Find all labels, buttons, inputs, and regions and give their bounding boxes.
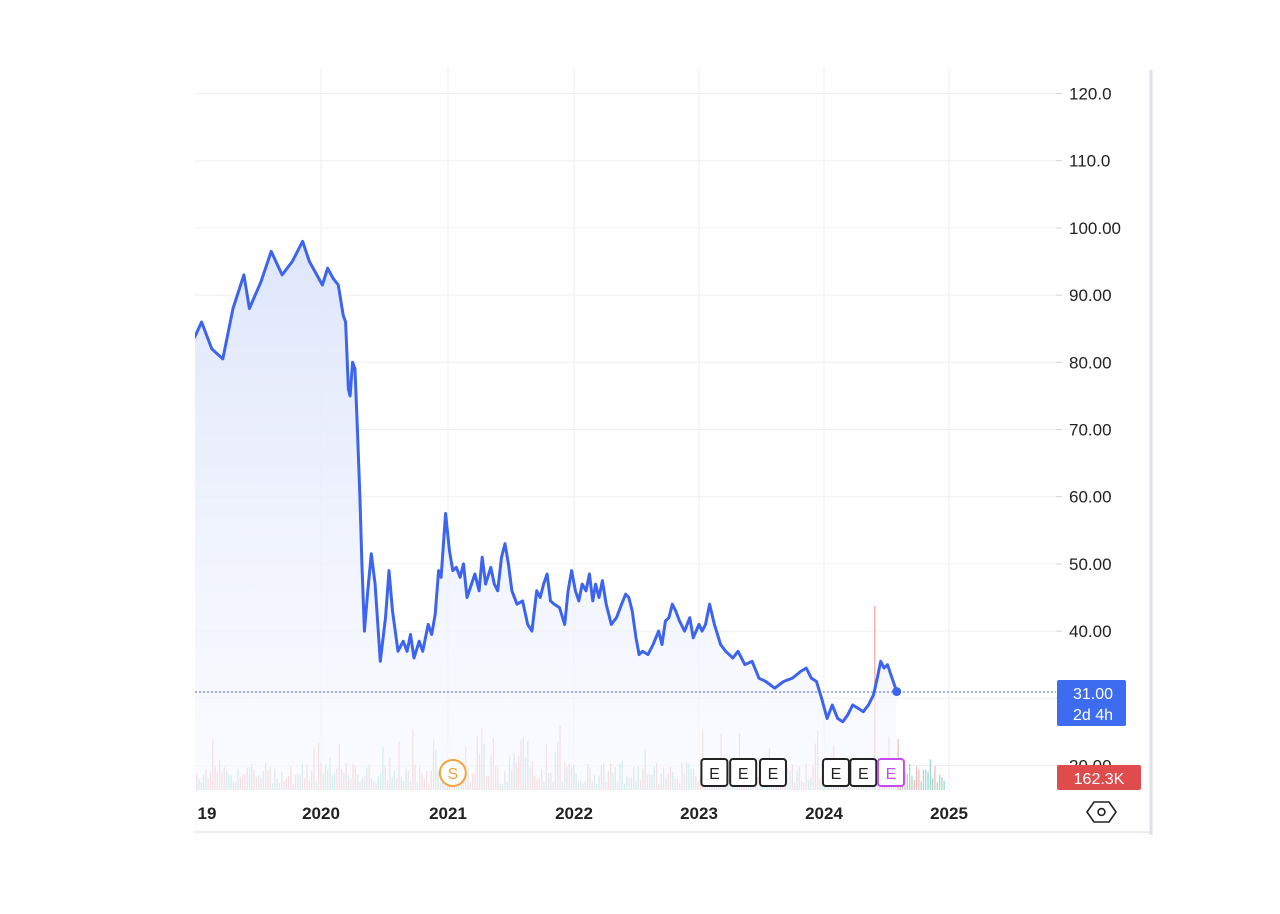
earnings-marker-label: E <box>768 766 779 783</box>
x-tick-label: 2020 <box>302 804 340 823</box>
price-area <box>195 239 902 790</box>
y-tick-label: 80.00 <box>1069 353 1112 372</box>
x-tick-label: 2023 <box>680 804 718 823</box>
earnings-marker-label: E <box>886 766 897 783</box>
volume-badge <box>1057 765 1141 790</box>
volume-bar <box>918 769 920 790</box>
volume-bar <box>920 781 922 790</box>
badges: 31.00 2d 4h 162.3K <box>1057 680 1141 790</box>
earnings-marker[interactable] <box>758 758 787 787</box>
price-line <box>195 239 899 724</box>
volume-bar <box>929 759 931 790</box>
x-tick-label: 2025 <box>930 804 968 823</box>
volume-label: 162.3K <box>1074 771 1125 788</box>
countdown-label: 2d 4h <box>1073 707 1113 724</box>
earnings-marker[interactable] <box>700 758 729 787</box>
y-tick-label: 40.00 <box>1069 622 1112 641</box>
volume-bar <box>925 769 927 790</box>
x-tick-label: 2022 <box>555 804 593 823</box>
y-axis: 20.0030.0040.0050.0060.0070.0080.0090.00… <box>1056 85 1121 776</box>
volume-bar <box>922 769 925 790</box>
volume-bar <box>941 777 943 790</box>
earnings-marker[interactable] <box>849 758 878 787</box>
earnings-marker-label: E <box>709 766 720 783</box>
x-tick-label: 19 <box>198 804 217 823</box>
x-tick-label: 2024 <box>805 804 843 823</box>
price-area-fill <box>195 241 897 790</box>
volume-bar <box>904 772 906 790</box>
x-axis: 19 2020 2021 2022 2023 2024 2025 <box>198 804 968 823</box>
y-tick-label: 60.00 <box>1069 488 1112 507</box>
volume-bar <box>943 781 945 790</box>
price-badge <box>1057 680 1126 726</box>
y-tick-label: 50.00 <box>1069 555 1112 574</box>
last-price-label: 31.00 <box>1073 686 1113 703</box>
earnings-marker-label: E <box>858 766 869 783</box>
volume-bar <box>932 778 934 790</box>
x-tick-label: 2021 <box>429 804 467 823</box>
volume-bar <box>938 774 941 790</box>
volume-bar <box>915 766 918 790</box>
earnings-marker[interactable] <box>821 758 850 787</box>
volume-bar <box>936 782 938 790</box>
y-tick-label: 90.00 <box>1069 286 1112 305</box>
volume-bar <box>911 776 913 790</box>
earnings-marker[interactable] <box>876 758 905 787</box>
earnings-marker[interactable] <box>729 758 758 787</box>
earnings-marker-label: E <box>831 766 842 783</box>
volume-bar <box>927 772 929 790</box>
volume-bar <box>913 780 915 790</box>
volume-bar <box>934 766 936 790</box>
split-marker[interactable] <box>438 759 467 787</box>
y-tick-label: 120.0 <box>1069 85 1112 104</box>
volume-bar <box>906 774 908 790</box>
split-marker-label: S <box>447 766 458 783</box>
y-tick-label: 110.0 <box>1069 152 1110 171</box>
settings-hexagon-icon[interactable] <box>1086 801 1117 823</box>
volume-bar <box>909 763 911 790</box>
earnings-marker-label: E <box>738 766 749 783</box>
y-tick-label: 100.00 <box>1069 219 1121 238</box>
y-tick-label: 70.00 <box>1069 421 1112 440</box>
